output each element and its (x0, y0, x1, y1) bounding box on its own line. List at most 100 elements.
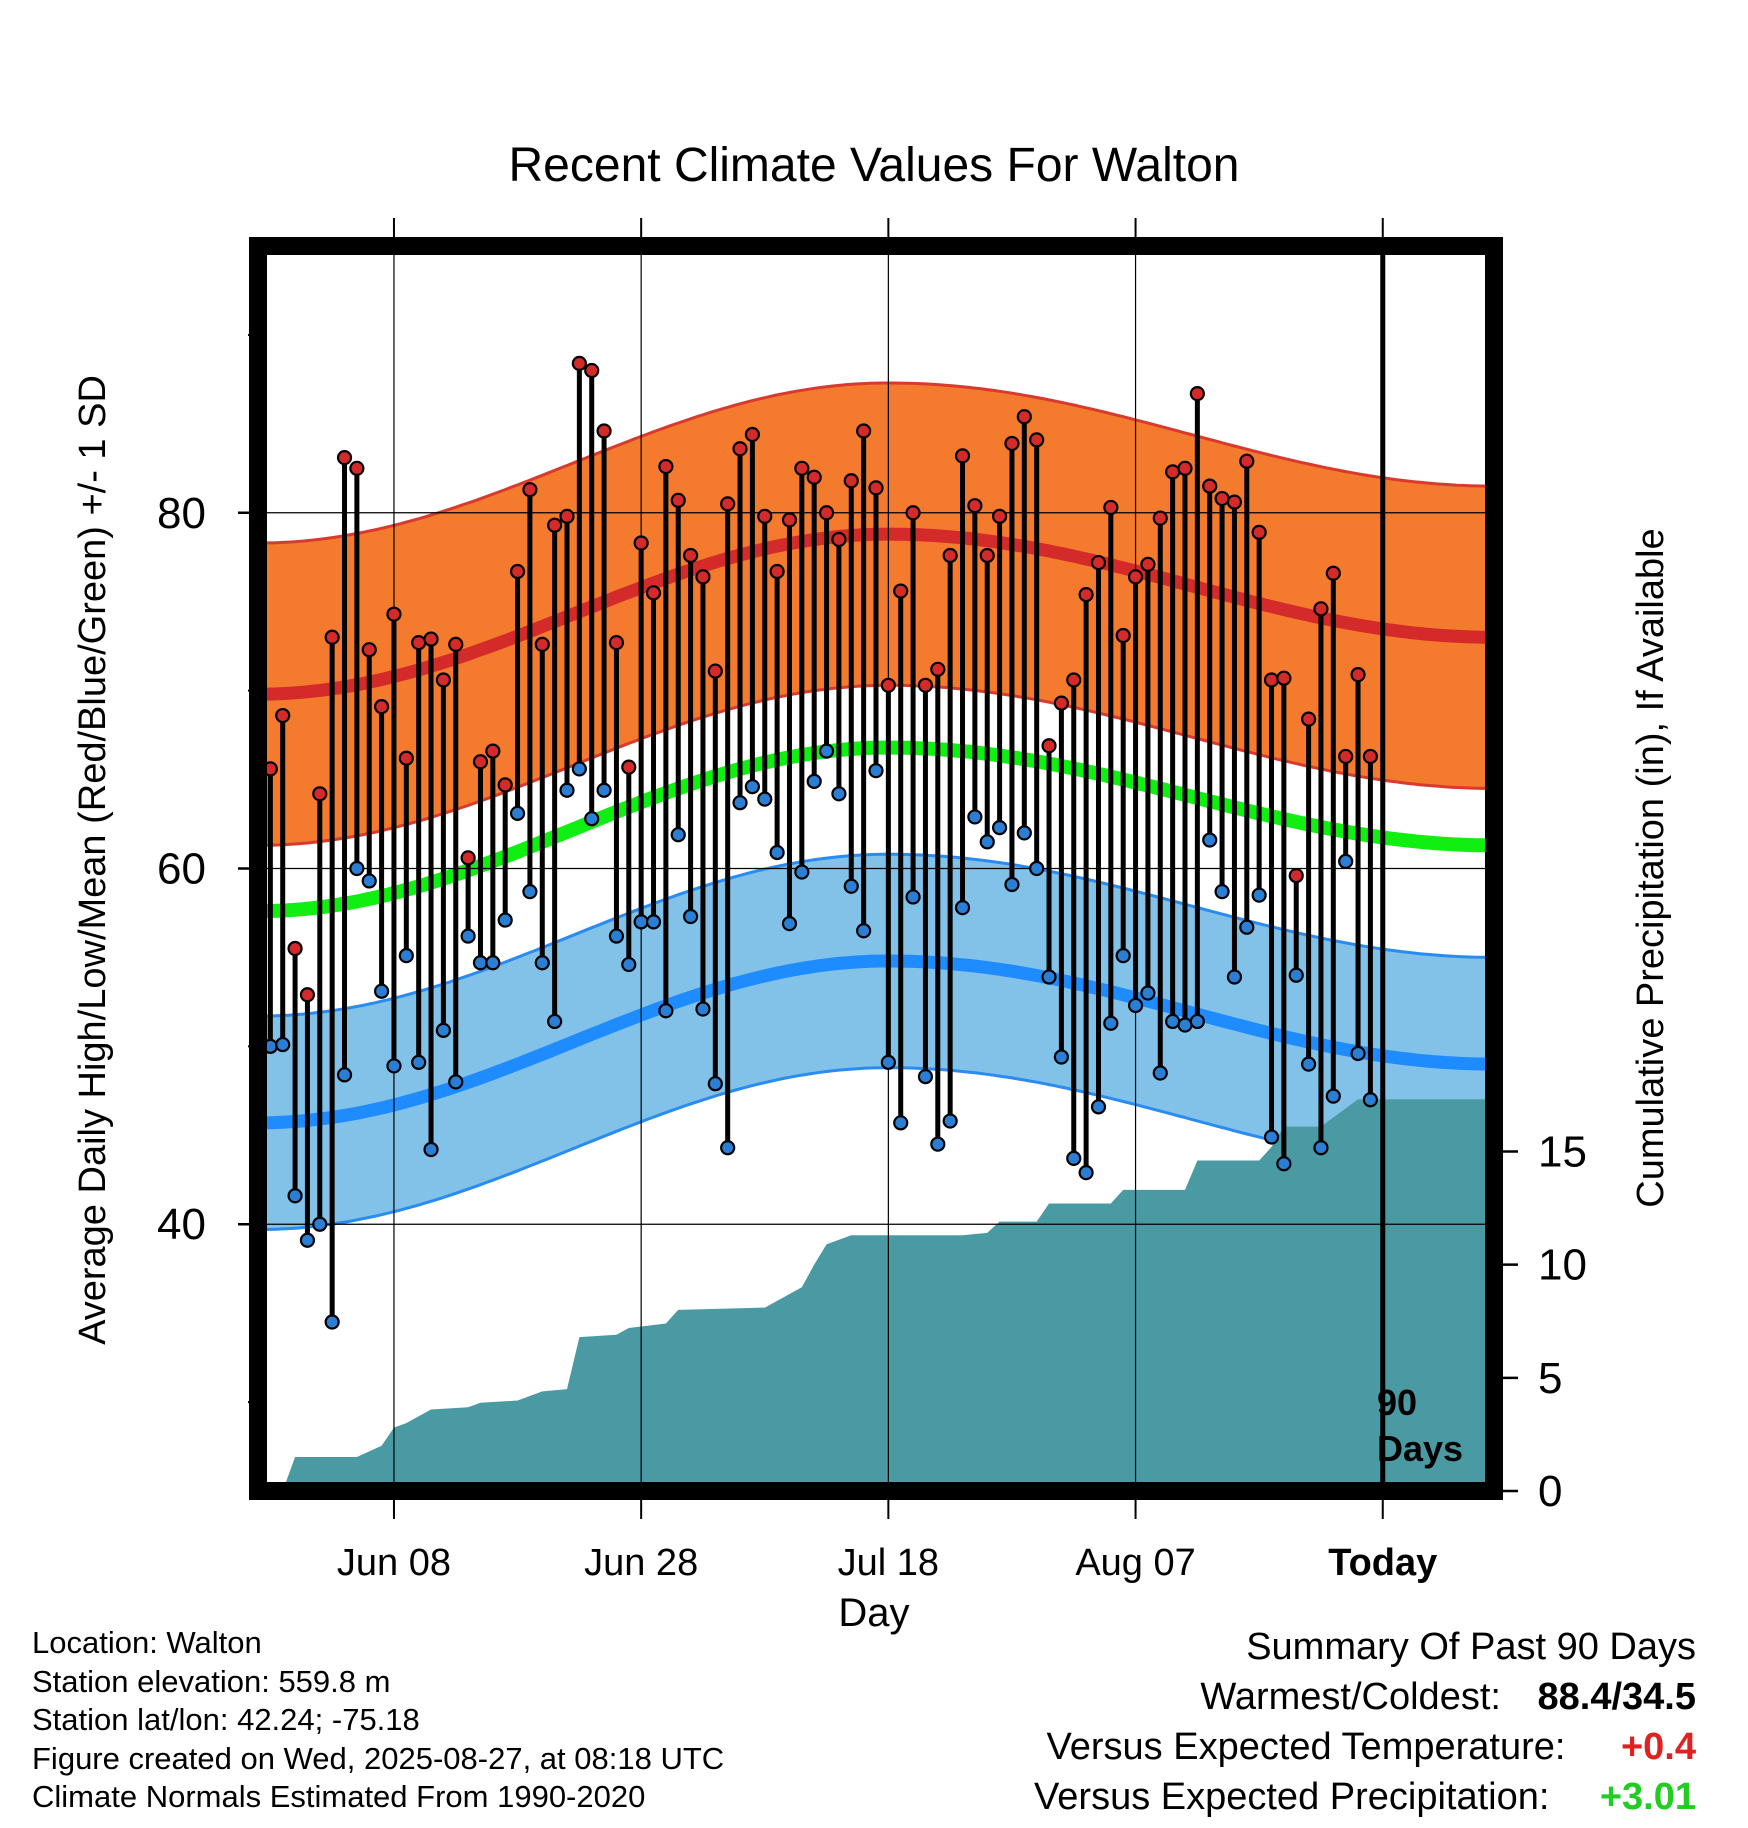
daily-high-point-8 (361, 642, 377, 658)
station-info: Location: Walton Station elevation: 559.… (32, 1624, 724, 1817)
y-axis-label-right: Cumulative Precipitation (in), If Availa… (1630, 528, 1672, 1207)
daily-low-point-87 (1338, 853, 1354, 869)
daily-high-point-51 (893, 583, 909, 599)
daily-high-point-35 (695, 569, 711, 585)
daily-high-point-11 (398, 750, 414, 766)
daily-low-point-35 (695, 1001, 711, 1017)
daily-high-point-67 (1090, 554, 1107, 571)
y-left-tick-label-2: 80 (157, 489, 206, 538)
daily-low-point-45 (818, 743, 835, 759)
daily-low-point-29 (621, 956, 637, 973)
daily-high-point-34 (682, 547, 699, 564)
daily-high-point-39 (744, 426, 761, 443)
y-right-tick-label-1: 5 (1538, 1354, 1562, 1403)
daily-high-point-57 (967, 498, 983, 514)
daily-high-point-80 (1251, 524, 1267, 540)
daily-low-point-59 (991, 819, 1008, 836)
daily-low-point-21 (522, 884, 538, 900)
plot-area (258, 246, 1494, 1491)
daily-high-point-37 (720, 496, 736, 512)
daily-low-point-30 (633, 914, 649, 930)
summary-heading: Summary Of Past 90 Days (1246, 1626, 1696, 1668)
daily-low-point-16 (460, 928, 476, 944)
daily-low-point-60 (1004, 876, 1020, 893)
daily-low-point-26 (584, 811, 600, 827)
daily-high-point-40 (757, 508, 773, 524)
daily-high-point-71 (1140, 556, 1156, 572)
daily-high-point-50 (880, 677, 896, 693)
x-tick-label-3: Aug 07 (1075, 1542, 1195, 1584)
daily-high-point-61 (1016, 409, 1032, 425)
daily-high-point-19 (497, 777, 513, 793)
daily-high-point-2 (287, 940, 303, 957)
daily-high-point-4 (312, 786, 328, 802)
daily-high-point-88 (1350, 667, 1366, 683)
daily-low-point-32 (658, 1003, 674, 1019)
daily-high-point-63 (1041, 738, 1057, 754)
info-latlon: Station lat/lon: 42.24; -75.18 (32, 1702, 420, 1737)
daily-low-point-61 (1016, 825, 1032, 841)
daily-low-point-6 (336, 1067, 353, 1083)
daily-low-point-69 (1115, 948, 1131, 964)
info-normals: Climate Normals Estimated From 1990-2020 (32, 1779, 646, 1814)
daily-low-point-2 (287, 1188, 303, 1204)
daily-low-point-72 (1152, 1065, 1168, 1081)
daily-high-point-6 (336, 450, 353, 466)
daily-low-point-38 (732, 795, 748, 811)
daily-low-point-36 (707, 1076, 723, 1092)
daily-low-point-27 (596, 782, 612, 798)
daily-low-point-65 (1066, 1150, 1082, 1167)
daily-high-point-28 (608, 635, 625, 651)
daily-low-point-54 (930, 1136, 946, 1152)
daily-low-point-3 (299, 1232, 316, 1248)
daily-high-point-45 (818, 505, 835, 521)
daily-high-point-12 (411, 635, 427, 651)
daily-high-point-65 (1066, 672, 1082, 688)
daily-low-point-82 (1276, 1156, 1292, 1172)
info-elevation: Station elevation: 559.8 m (32, 1663, 391, 1699)
daily-high-point-72 (1152, 510, 1168, 526)
summary-warm-cold-value: 88.4/34.5 (1537, 1676, 1696, 1718)
daily-low-point-24 (559, 782, 575, 798)
daily-high-point-14 (435, 672, 451, 688)
daily-high-point-48 (856, 423, 872, 439)
daily-high-point-44 (806, 469, 822, 485)
cumulative-precip-area (270, 1099, 1494, 1491)
summary-precip-label: Versus Expected Precipitation: (1034, 1776, 1550, 1818)
daily-low-point-44 (806, 773, 822, 789)
x-tick-label-1: Jun 28 (584, 1542, 698, 1584)
daily-high-point-59 (991, 508, 1008, 524)
daily-high-point-30 (633, 535, 649, 551)
daily-high-point-27 (596, 423, 612, 439)
daily-low-point-17 (472, 955, 489, 971)
y-left-tick-label-0: 40 (157, 1200, 206, 1249)
daily-low-point-73 (1165, 1013, 1181, 1030)
x-axis-label: Day (838, 1591, 909, 1635)
daily-high-point-82 (1276, 670, 1292, 686)
daily-low-point-67 (1090, 1099, 1107, 1115)
daily-low-point-7 (349, 860, 365, 877)
daily-high-point-25 (571, 355, 587, 371)
daily-low-point-57 (967, 809, 983, 825)
daily-low-point-43 (794, 864, 810, 880)
daily-low-point-50 (880, 1054, 896, 1070)
daily-low-point-58 (979, 834, 995, 850)
summary-temp-value: +0.4 (1620, 1726, 1696, 1768)
daily-low-point-13 (423, 1141, 439, 1158)
daily-low-point-64 (1053, 1049, 1070, 1065)
daily-high-point-62 (1029, 432, 1045, 448)
daily-high-point-64 (1053, 695, 1070, 711)
daily-low-point-77 (1214, 884, 1230, 900)
info-location: Location: Walton (32, 1625, 262, 1660)
daily-low-point-5 (324, 1314, 340, 1330)
daily-high-point-66 (1078, 586, 1094, 603)
daily-low-point-56 (954, 900, 971, 916)
daily-high-point-60 (1004, 435, 1020, 452)
today-annotation-line2: Days (1377, 1428, 1463, 1469)
daily-low-point-55 (942, 1113, 958, 1129)
x-tick-label-0: Jun 08 (337, 1542, 451, 1584)
daily-low-point-12 (411, 1054, 427, 1070)
daily-low-point-89 (1362, 1092, 1379, 1108)
daily-high-point-70 (1127, 569, 1144, 585)
daily-low-point-11 (398, 948, 414, 964)
